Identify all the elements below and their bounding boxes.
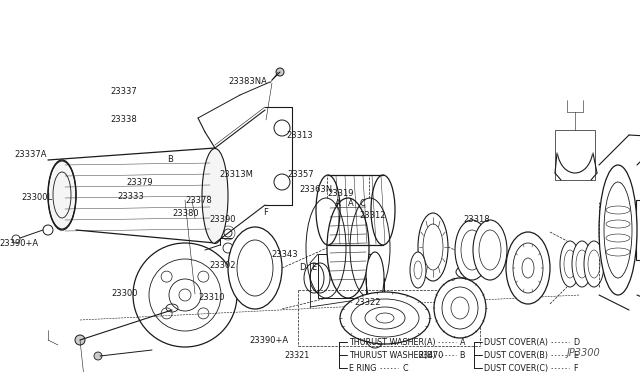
Bar xyxy=(250,237,260,245)
Text: 23313M: 23313M xyxy=(220,170,253,179)
Text: C: C xyxy=(403,364,408,372)
Text: 23470: 23470 xyxy=(419,351,444,360)
Bar xyxy=(555,130,595,180)
Text: 23319: 23319 xyxy=(328,189,355,198)
Circle shape xyxy=(133,243,237,347)
Text: THURUST WASHER(B): THURUST WASHER(B) xyxy=(349,351,436,360)
Text: 23322: 23322 xyxy=(355,298,381,307)
Text: 23390+A: 23390+A xyxy=(0,239,39,248)
Circle shape xyxy=(94,352,102,360)
Ellipse shape xyxy=(327,198,369,298)
Text: 23300L: 23300L xyxy=(22,193,52,202)
Text: 23302: 23302 xyxy=(209,262,236,270)
Bar xyxy=(268,264,278,272)
Bar xyxy=(318,254,370,298)
Text: 23312: 23312 xyxy=(360,211,387,220)
Text: 23390: 23390 xyxy=(209,215,236,224)
Text: 23337: 23337 xyxy=(110,87,137,96)
Circle shape xyxy=(75,335,85,345)
Text: 23343: 23343 xyxy=(271,250,298,259)
Text: D: D xyxy=(573,338,579,347)
Ellipse shape xyxy=(48,160,76,230)
Ellipse shape xyxy=(584,241,604,287)
Ellipse shape xyxy=(473,220,507,280)
Text: E RING: E RING xyxy=(349,364,376,372)
Text: F: F xyxy=(573,364,578,372)
Text: 23318: 23318 xyxy=(463,215,490,224)
Text: 23383NA: 23383NA xyxy=(229,77,268,86)
Bar xyxy=(250,291,260,299)
Bar xyxy=(636,200,640,260)
Text: 23363N: 23363N xyxy=(299,185,332,194)
Text: DUST COVER(C): DUST COVER(C) xyxy=(484,364,548,372)
Text: D: D xyxy=(299,263,305,272)
Ellipse shape xyxy=(506,232,550,304)
Text: A: A xyxy=(335,199,340,208)
Text: 23379: 23379 xyxy=(126,178,153,187)
Text: 23333: 23333 xyxy=(118,192,145,201)
Text: A: A xyxy=(460,338,465,347)
Ellipse shape xyxy=(202,148,228,244)
Text: F: F xyxy=(263,208,268,217)
Text: E: E xyxy=(311,263,316,272)
Text: 23310: 23310 xyxy=(198,293,225,302)
Text: 23380: 23380 xyxy=(172,209,199,218)
Text: 23378: 23378 xyxy=(185,196,212,205)
Text: THURUST WASHER(A): THURUST WASHER(A) xyxy=(349,338,436,347)
Bar xyxy=(232,264,242,272)
Circle shape xyxy=(276,68,284,76)
Ellipse shape xyxy=(418,213,448,281)
Ellipse shape xyxy=(434,278,486,338)
Text: 23313: 23313 xyxy=(286,131,313,140)
Text: DUST COVER(B): DUST COVER(B) xyxy=(484,351,548,360)
Text: DUST COVER(A): DUST COVER(A) xyxy=(484,338,548,347)
Text: 23300: 23300 xyxy=(111,289,138,298)
Text: B: B xyxy=(166,155,173,164)
Ellipse shape xyxy=(560,241,580,287)
Text: B: B xyxy=(460,351,465,360)
Text: JP3300: JP3300 xyxy=(566,348,600,358)
Ellipse shape xyxy=(410,252,426,288)
Text: E: E xyxy=(573,351,578,360)
Text: 23338: 23338 xyxy=(110,115,137,124)
Ellipse shape xyxy=(599,165,637,295)
Ellipse shape xyxy=(228,227,282,309)
Ellipse shape xyxy=(340,292,430,344)
Text: 23337A: 23337A xyxy=(15,150,47,159)
Text: 23357: 23357 xyxy=(287,170,314,179)
Text: 23321: 23321 xyxy=(284,351,309,360)
Ellipse shape xyxy=(455,220,489,280)
Text: C: C xyxy=(360,199,366,208)
Ellipse shape xyxy=(572,241,592,287)
Text: 23390+A: 23390+A xyxy=(249,336,289,345)
Text: A: A xyxy=(348,199,353,208)
Ellipse shape xyxy=(366,252,384,304)
